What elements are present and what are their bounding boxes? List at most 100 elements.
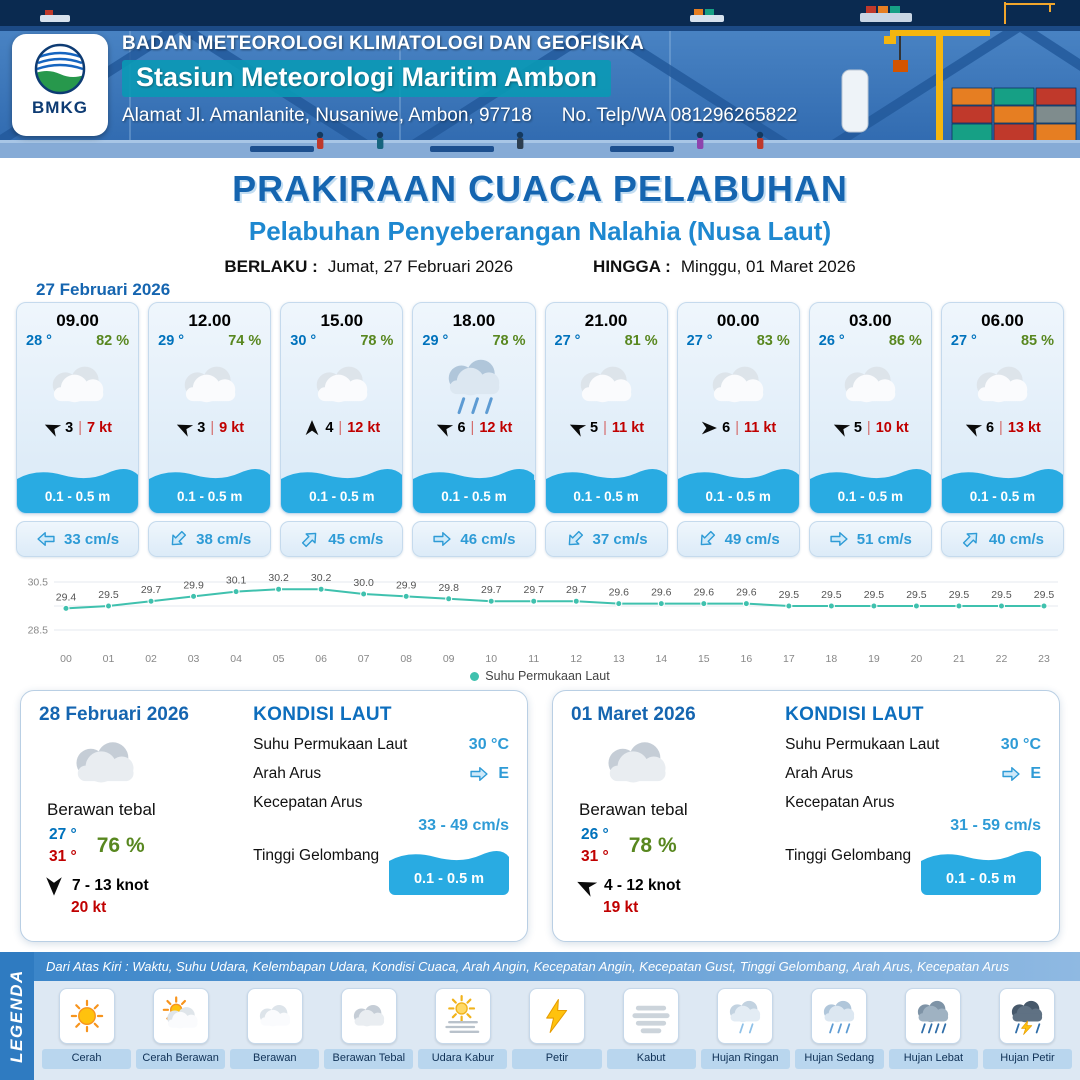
wind-row: 3 | 9 kt — [175, 419, 244, 437]
current-direction-icon — [1001, 764, 1021, 784]
daily-wave-height: 0.1 - 0.5 m — [413, 870, 485, 887]
wave-height-band: 0.1 - 0.5 m — [281, 467, 403, 513]
wind-speed: 4 — [325, 420, 334, 436]
wind-direction-icon — [40, 416, 64, 440]
svg-text:29.5: 29.5 — [98, 589, 119, 601]
legend-item: Berawan Tebal — [324, 988, 414, 1075]
wave-height-box: 0.1 - 0.5 m — [921, 849, 1041, 895]
legend-label: Hujan Ringan — [700, 1049, 790, 1069]
valid-from-label: BERLAKU : — [224, 257, 318, 276]
benches — [250, 146, 674, 152]
daily-condition: Berawan tebal — [47, 800, 156, 819]
ships-silhouettes — [40, 2, 1055, 24]
forecast-card: 06.00 27 ° 85 % 6 | 13 kt 0.1 - 0.5 m — [940, 302, 1064, 514]
forecast-time: 03.00 — [849, 311, 892, 330]
current-direction: E — [1030, 765, 1041, 782]
daily-summary-row: 28 Februari 2026 Berawan tebal 27 ° 31 °… — [20, 690, 1060, 942]
wind-direction-icon — [961, 416, 985, 440]
svg-text:29.6: 29.6 — [651, 587, 672, 599]
wave-height: 0.1 - 0.5 m — [705, 489, 771, 504]
wind-speed: 5 — [853, 420, 862, 436]
legend-label: Udara Kabur — [418, 1049, 508, 1069]
weather-icon — [829, 354, 911, 416]
svg-text:02: 02 — [145, 653, 157, 665]
weather-icon — [37, 354, 119, 416]
legend-weather-icon — [58, 988, 115, 1044]
wind-row: 5 | 11 kt — [568, 419, 644, 437]
daily-date: 01 Maret 2026 — [571, 704, 696, 725]
weather-icon — [169, 354, 251, 416]
legend-label: Cerah — [42, 1049, 132, 1069]
current-speed: 40 cm/s — [988, 530, 1044, 548]
current-speed-card: 40 cm/s — [940, 521, 1064, 557]
daily-temp-min: 26 ° — [581, 826, 609, 843]
svg-text:29.5: 29.5 — [779, 589, 800, 601]
daily-weather-icon — [53, 728, 157, 798]
forecast-date: 27 Februari 2026 — [36, 280, 171, 299]
gust-speed: 10 kt — [875, 420, 909, 436]
legend-weather-icon — [529, 988, 586, 1044]
current-speed: 51 cm/s — [856, 530, 912, 548]
current-speed-range: 33 - 49 cm/s — [418, 817, 509, 834]
daily-temp-min: 27 ° — [49, 826, 77, 843]
svg-text:29.7: 29.7 — [524, 584, 545, 596]
forecast-time: 09.00 — [56, 311, 99, 330]
legend-weather-icon — [717, 988, 774, 1044]
humidity: 74 % — [228, 333, 262, 349]
legend-weather-icon — [340, 988, 397, 1044]
sea-conditions-title: KONDISI LAUT — [253, 704, 392, 725]
svg-text:29.7: 29.7 — [141, 584, 162, 596]
legend-label: Hujan Petir — [982, 1049, 1073, 1069]
wind-direction-icon — [43, 875, 65, 897]
sea-conditions-title: KONDISI LAUT — [785, 704, 924, 725]
wind-row: 4 | 12 kt — [303, 419, 380, 437]
wave-height: 0.1 - 0.5 m — [309, 489, 375, 504]
weather-icon — [301, 354, 383, 416]
legend-items-row: Cerah Cerah Berawan Berawan Berawan Teba… — [34, 981, 1080, 1080]
wave-height-label: Tinggi Gelombang — [253, 847, 380, 864]
page-subtitle: Pelabuhan Penyeberangan Nalahia (Nusa La… — [248, 216, 832, 246]
wind-row: 3 | 7 kt — [43, 419, 112, 437]
forecast-column: 15.00 30 ° 78 % 4 | 12 kt 0.1 - 0.5 m 45… — [280, 302, 404, 557]
separator: | — [866, 420, 871, 436]
daily-temp-max: 31 ° — [581, 848, 609, 866]
wind-direction-icon — [571, 871, 600, 900]
chart-legend: Suhu Permukaan Laut — [0, 668, 1080, 684]
humidity: 86 % — [888, 333, 922, 349]
svg-text:03: 03 — [188, 653, 200, 665]
svg-text:20: 20 — [911, 653, 923, 665]
wind-direction-icon — [829, 416, 853, 440]
legend-item: Petir — [512, 988, 602, 1075]
legend-item: Hujan Ringan — [700, 988, 790, 1075]
wind-speed: 6 — [722, 420, 731, 436]
wave-height-band: 0.1 - 0.5 m — [413, 467, 535, 513]
separator: | — [210, 420, 215, 436]
forecast-column: 06.00 27 ° 85 % 6 | 13 kt 0.1 - 0.5 m 40… — [940, 302, 1064, 557]
legend-weather-icon — [246, 988, 303, 1044]
sst-label: Suhu Permukaan Laut — [785, 736, 940, 753]
svg-text:14: 14 — [655, 653, 667, 665]
sst-line-chart: 30.5 28.5 29.4 00 29.5 01 29.7 02 29.9 03 30.1 04 30… — [28, 572, 1058, 665]
air-temperature: 28 ° — [26, 333, 52, 349]
gust-speed: 12 kt — [347, 420, 381, 436]
daily-condition: Berawan tebal — [579, 800, 688, 819]
forecast-card: 21.00 27 ° 81 % 5 | 11 kt 0.1 - 0.5 m — [544, 302, 668, 514]
svg-text:29.5: 29.5 — [1034, 589, 1055, 601]
air-temperature: 29 ° — [422, 333, 449, 349]
legend-item: Hujan Sedang — [794, 988, 884, 1075]
forecast-card: 03.00 26 ° 86 % 5 | 10 kt 0.1 - 0.5 m — [808, 302, 932, 514]
wave-height-band: 0.1 - 0.5 m — [149, 467, 271, 513]
svg-text:00: 00 — [60, 653, 72, 665]
current-speed-card: 38 cm/s — [148, 521, 272, 557]
header-text: BADAN METEOROLOGI KLIMATOLOGI DAN GEOFIS… — [122, 33, 797, 127]
current-direction: E — [498, 765, 509, 782]
daily-temp-max: 31 ° — [49, 848, 77, 866]
legend-dot — [470, 671, 480, 681]
legend-note: Dari Atas Kiri : Waktu, Suhu Udara, Kele… — [34, 952, 1080, 981]
current-speed-card: 45 cm/s — [280, 521, 404, 557]
air-temperature: 29 ° — [158, 333, 185, 349]
daily-wave-height: 0.1 - 0.5 m — [945, 870, 1017, 887]
legend-item: Hujan Lebat — [888, 988, 978, 1075]
legend-title-panel: LEGENDA — [0, 952, 34, 1080]
wind-row: 6 | 12 kt — [435, 419, 512, 437]
